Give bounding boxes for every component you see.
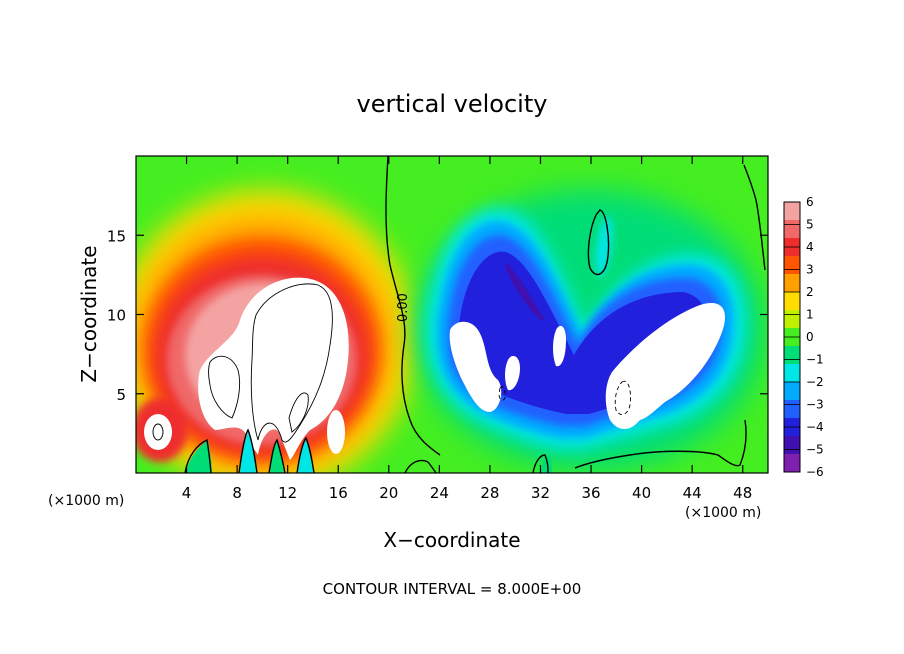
colorbar-swatch [784, 274, 800, 293]
y-axis: 5 10 15 [107, 227, 768, 404]
colorbar-swatch [784, 400, 800, 419]
contour-interval-footer: CONTOUR INTERVAL = 8.000E+00 [323, 580, 582, 598]
colorbar: 6 5 4 3 2 1 0 −1 −2 −3 −4 −5 −6 [783, 195, 824, 479]
contour-value-label: 0.00 [396, 293, 411, 322]
y-tick-label: 15 [107, 227, 126, 245]
heatmap-field [136, 156, 768, 473]
colorbar-swatch [784, 364, 800, 383]
colorbar-swatch [784, 454, 800, 473]
downdraft-region [415, 190, 765, 473]
x-tick-label: 8 [232, 484, 242, 502]
colorbar-tick-label: −3 [806, 398, 824, 412]
y-axis-label: Z−coordinate [77, 245, 101, 382]
colorbar-tick-label: −1 [806, 353, 824, 367]
positive-contours [152, 283, 333, 443]
x-tick-label: 16 [329, 484, 348, 502]
x-axis: 4 8 12 16 20 24 28 32 36 40 44 48 [182, 156, 752, 502]
colorbar-tick-label: 3 [806, 263, 814, 277]
colorbar-tick-label: −2 [806, 375, 824, 389]
negative-contours [498, 380, 631, 416]
x-tick-label: 44 [683, 484, 702, 502]
zero-contours [184, 156, 766, 473]
colorbar-swatch [784, 292, 800, 311]
updraft-region [136, 190, 415, 473]
x-tick-label: 4 [182, 484, 192, 502]
colorbar-tick-label: −4 [806, 420, 824, 434]
colorbar-swatch [784, 382, 800, 401]
x-tick-label: 40 [632, 484, 651, 502]
x-tick-label: 12 [278, 484, 297, 502]
colorbar-swatch [784, 436, 800, 455]
colorbar-tick-label: 2 [806, 285, 814, 299]
y-tick-label: 10 [107, 307, 126, 325]
colorbar-tick-label: −6 [806, 465, 824, 479]
colorbar-tick-label: 6 [806, 195, 814, 209]
x-tick-label: 24 [430, 484, 449, 502]
x-axis-label: X−coordinate [383, 528, 520, 552]
colorbar-swatch [784, 310, 800, 329]
colorbar-tick-label: −5 [806, 443, 824, 457]
colorbar-tick-label: 1 [806, 308, 814, 322]
x-tick-label: 36 [581, 484, 600, 502]
colorbar-tick-label: 4 [806, 240, 814, 254]
colorbar-swatch [784, 220, 800, 239]
x-tick-label: 48 [733, 484, 752, 502]
x-tick-label: 20 [379, 484, 398, 502]
x-axis-unit-left: (×1000 m) [48, 493, 124, 509]
colorbar-swatch [784, 256, 800, 275]
colorbar-swatch [784, 346, 800, 365]
colorbar-tick-label: 5 [806, 218, 814, 232]
chart-title: vertical velocity [357, 90, 548, 118]
y-tick-label: 5 [116, 386, 126, 404]
x-tick-label: 32 [531, 484, 550, 502]
x-tick-label: 28 [480, 484, 499, 502]
colorbar-tick-label: 0 [806, 330, 814, 344]
colorbar-swatch [784, 202, 800, 221]
updraft-lower-fingers [186, 432, 313, 473]
x-axis-unit-right: (×1000 m) [685, 505, 761, 521]
